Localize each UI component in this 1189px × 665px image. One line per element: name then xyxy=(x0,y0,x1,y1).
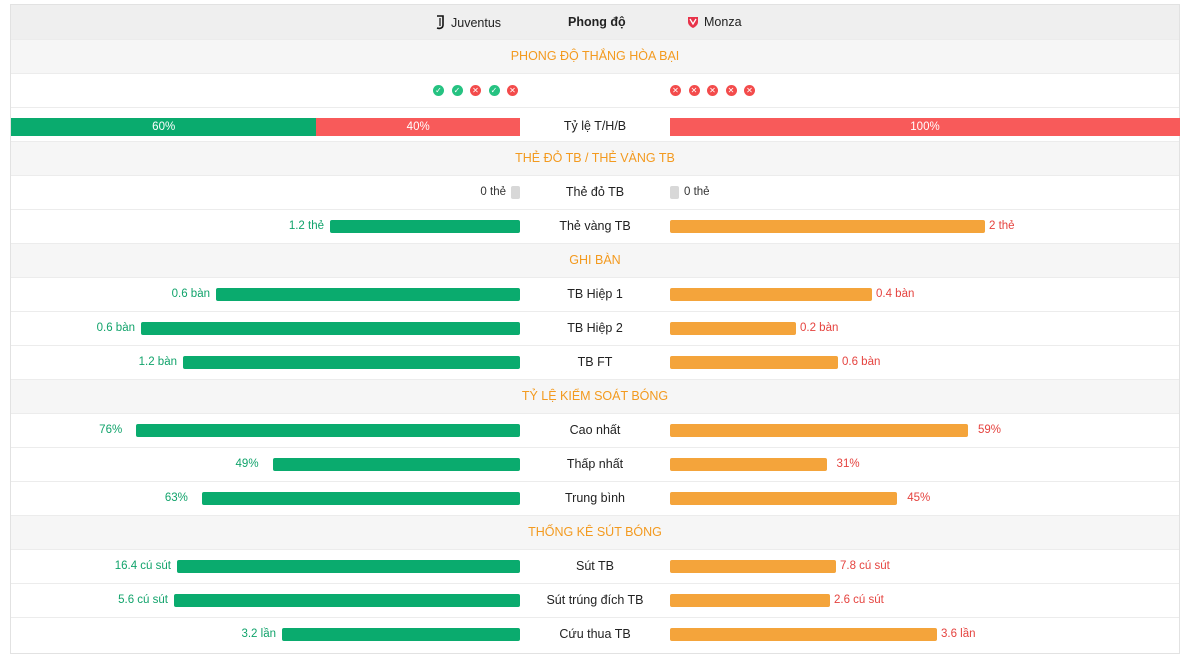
home-stat-bar xyxy=(177,560,520,573)
away-value: 0.2 bàn xyxy=(800,322,839,334)
juventus-logo-icon xyxy=(436,15,444,30)
home-stat-bar xyxy=(216,288,520,301)
section-form-title: PHONG ĐỘ THẮNG HÒA BẠI xyxy=(11,39,1179,73)
section-goals-title: GHI BÀN xyxy=(11,243,1179,277)
home-value: 63% xyxy=(164,492,188,504)
away-value: 0.4 bàn xyxy=(876,288,915,300)
stat-label: TB Hiệp 1 xyxy=(567,287,623,301)
away-stat-bar xyxy=(670,322,796,335)
home-stat-bar xyxy=(201,492,520,505)
away-stat-bar xyxy=(670,458,827,471)
away-value: 2 thẻ xyxy=(989,220,1015,232)
stat-row: 0.6 bàn TB Hiệp 2 0.2 bàn xyxy=(11,311,1179,345)
home-win-pct: 60% xyxy=(152,121,176,133)
stat-row: 5.6 cú sút Sút trúng đích TB 2.6 cú sút xyxy=(11,583,1179,617)
stat-row: 1.2 thẻ Thẻ vàng TB 2 thẻ xyxy=(11,209,1179,243)
home-stat-bar xyxy=(174,594,520,607)
away-form-loss-icon: ✕ xyxy=(688,85,700,96)
form-ratio-row: 60% 40% Tỷ lệ T/H/B 100% xyxy=(11,107,1180,141)
away-stat-bar xyxy=(670,492,898,505)
home-stat-bar xyxy=(183,356,520,369)
home-stat-bar xyxy=(136,424,520,437)
home-stat-bar xyxy=(272,458,520,471)
away-team-name: Monza xyxy=(704,15,742,29)
section-cards-title: THẺ ĐỎ TB / THẺ VÀNG TB xyxy=(11,141,1179,175)
away-stat-bar xyxy=(670,356,838,369)
team-header: Juventus Phong độ Monza xyxy=(11,5,1179,39)
home-value: 76% xyxy=(99,424,123,436)
stat-row: 3.2 lần Cứu thua TB 3.6 lần xyxy=(11,617,1179,651)
home-value: 0 thẻ xyxy=(480,186,506,198)
header-title: Phong độ xyxy=(568,15,626,29)
home-value: 1.2 thẻ xyxy=(288,220,324,232)
away-form-loss-icon: ✕ xyxy=(707,85,718,96)
home-form-win-icon: ✓ xyxy=(488,85,500,96)
away-loss-bar: 100% xyxy=(670,118,1180,136)
stat-label: Thẻ đỏ TB xyxy=(565,185,625,199)
away-value: 31% xyxy=(836,458,860,470)
home-win-bar: 60% xyxy=(11,118,317,136)
monza-logo-icon xyxy=(688,17,698,28)
away-form-loss-icon: ✕ xyxy=(670,85,681,96)
stat-label: Thẻ vàng TB xyxy=(559,219,631,233)
away-stat-bar xyxy=(670,560,836,573)
home-value: 16.4 cú sút xyxy=(114,560,171,572)
home-value: 49% xyxy=(235,458,259,470)
home-loss-bar: 40% xyxy=(316,118,520,136)
stat-row: 0.6 bàn TB Hiệp 1 0.4 bàn xyxy=(11,277,1179,311)
stat-row: 63% Trung bình 45% xyxy=(11,481,1179,515)
home-stat-bar xyxy=(141,322,520,335)
away-value: 45% xyxy=(907,492,931,504)
home-team-name: Juventus xyxy=(451,15,502,30)
stat-label: TB Hiệp 2 xyxy=(567,321,623,335)
away-value: 0.6 bàn xyxy=(842,356,881,368)
home-value: 3.2 lần xyxy=(241,628,276,640)
form-comparison-panel: Juventus Phong độ Monza PHONG ĐỘ THẮNG H… xyxy=(10,4,1180,654)
stat-label: TB FT xyxy=(577,355,613,369)
away-red-card-bar xyxy=(670,186,679,199)
home-red-card-bar xyxy=(511,186,520,199)
away-stat-bar xyxy=(670,288,872,301)
away-team[interactable]: Monza xyxy=(687,15,742,29)
section-possession-title: TỶ LỆ KIỂM SOÁT BÓNG xyxy=(11,379,1179,413)
away-value: 3.6 lần xyxy=(941,628,976,640)
stat-row: 76% Cao nhất 59% xyxy=(11,413,1179,447)
stat-label: Cao nhất xyxy=(569,423,621,437)
section-shots-title: THỐNG KÊ SÚT BÓNG xyxy=(11,515,1179,549)
home-form-win-icon: ✓ xyxy=(433,85,444,96)
home-value: 1.2 bàn xyxy=(138,356,177,368)
stat-row: 49% Thấp nhất 31% xyxy=(11,447,1179,481)
away-value: 0 thẻ xyxy=(684,186,710,198)
stat-label: Sút trúng đích TB xyxy=(546,593,644,607)
stat-label: Thấp nhất xyxy=(566,457,624,471)
form-results-row: ✓ ✓ ✕ ✓ ✕ ✕ ✕ ✕ ✕ ✕ xyxy=(11,73,1179,107)
stat-row: 0 thẻ Thẻ đỏ TB 0 thẻ xyxy=(11,175,1179,209)
away-value: 59% xyxy=(977,424,1001,436)
home-stat-bar xyxy=(282,628,520,641)
away-stat-bar xyxy=(670,424,968,437)
stat-row: 16.4 cú sút Sút TB 7.8 cú sút xyxy=(11,549,1179,583)
away-loss-pct: 100% xyxy=(910,121,940,133)
home-value: 0.6 bàn xyxy=(96,322,135,334)
away-form-loss-icon: ✕ xyxy=(744,85,755,96)
home-value: 0.6 bàn xyxy=(171,288,210,300)
stat-label: Sút TB xyxy=(576,559,614,573)
away-stat-bar xyxy=(670,628,937,641)
stat-row: 1.2 bàn TB FT 0.6 bàn xyxy=(11,345,1179,379)
home-loss-pct: 40% xyxy=(406,121,430,133)
home-team[interactable]: Juventus xyxy=(434,15,501,30)
home-form-loss-icon: ✕ xyxy=(470,85,481,96)
home-value: 5.6 cú sút xyxy=(118,594,168,606)
away-value: 2.6 cú sút xyxy=(834,594,884,606)
away-form-loss-icon: ✕ xyxy=(725,85,737,96)
ratio-label: Tỷ lệ T/H/B xyxy=(563,119,627,133)
stat-label: Trung bình xyxy=(565,491,625,505)
home-form-loss-icon: ✕ xyxy=(507,85,518,96)
stat-label: Cứu thua TB xyxy=(559,627,631,641)
home-stat-bar xyxy=(330,220,520,233)
away-value: 7.8 cú sút xyxy=(840,560,890,572)
away-stat-bar xyxy=(670,594,830,607)
away-stat-bar xyxy=(670,220,985,233)
home-form-win-icon: ✓ xyxy=(451,85,463,96)
